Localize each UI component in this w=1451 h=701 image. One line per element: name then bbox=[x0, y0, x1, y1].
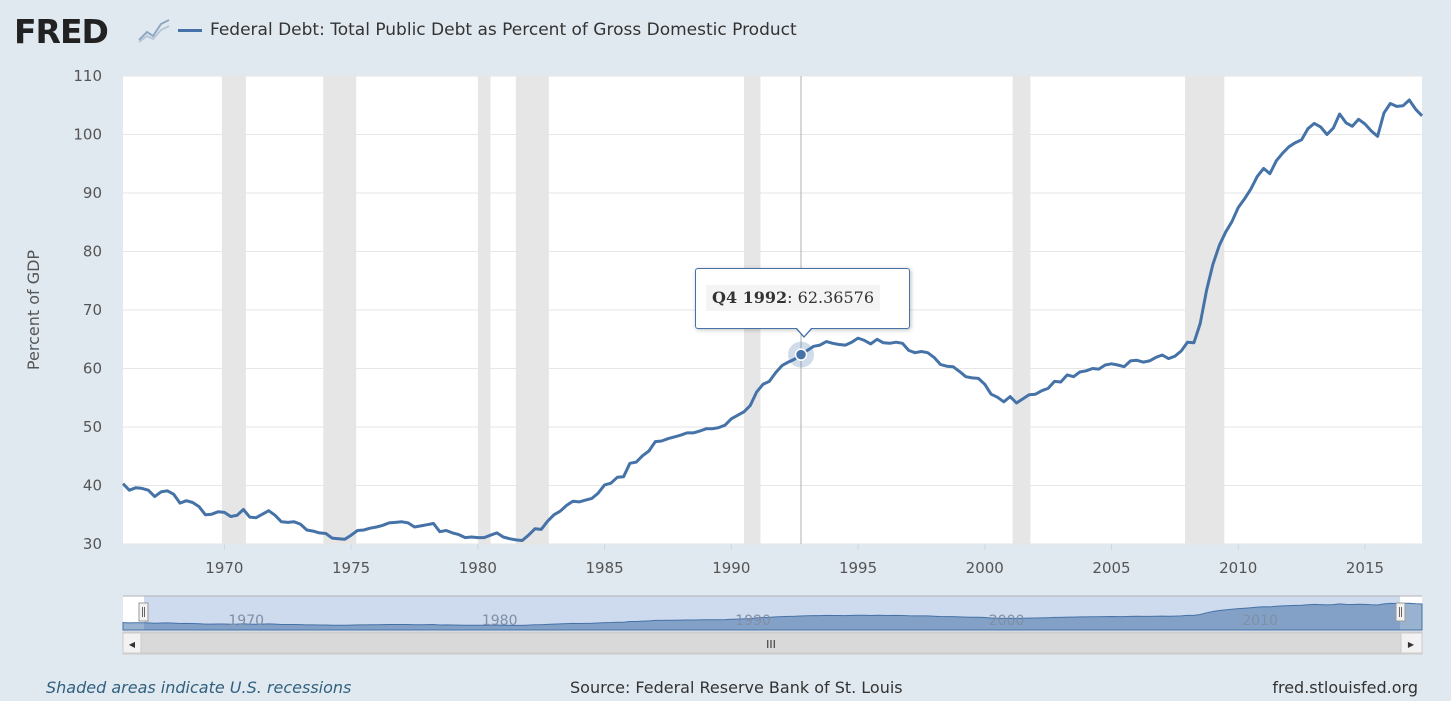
navigator-tick-labels: 1970 1980 1990 2000 2010 bbox=[228, 613, 1277, 629]
x-tick-label: 1970 bbox=[205, 559, 243, 577]
x-tick-label: 2010 bbox=[1219, 559, 1257, 577]
site-link[interactable]: fred.stlouisfed.org bbox=[1272, 678, 1418, 697]
navigator-right-handle[interactable] bbox=[1395, 602, 1406, 622]
navigator-tick-label: 1970 bbox=[228, 613, 264, 629]
navigator-tick-label: 2000 bbox=[989, 613, 1025, 629]
x-tick-label: 2000 bbox=[966, 559, 1004, 577]
scrollbar-grip[interactable]: III bbox=[766, 638, 776, 651]
navigator-tick-label: 1980 bbox=[482, 613, 518, 629]
navigator-tick-label: 2010 bbox=[1242, 613, 1278, 629]
scrollbar[interactable]: III ◀ ▶ bbox=[122, 631, 1423, 655]
scroll-left-arrow[interactable]: ◀ bbox=[129, 640, 136, 649]
fred-logo[interactable]: FRED bbox=[14, 12, 109, 51]
y-tick-label: 60 bbox=[83, 360, 102, 378]
x-tick-label: 1975 bbox=[332, 559, 370, 577]
series-line[interactable] bbox=[121, 98, 1424, 542]
scroll-right-button[interactable] bbox=[1400, 632, 1423, 654]
hover-point[interactable] bbox=[794, 348, 808, 361]
data-tooltip: Q4 1992: 62.36576 bbox=[695, 268, 910, 329]
x-tick-labels: 1970 1975 1980 1985 1990 1995 2000 2005 2010 2015 bbox=[205, 544, 1384, 577]
x-tick-label: 1990 bbox=[712, 559, 750, 577]
y-tick-label: 90 bbox=[83, 184, 102, 202]
tooltip-arrow-inner bbox=[796, 327, 812, 336]
x-tick-label: 2005 bbox=[1092, 559, 1130, 577]
legend-series-label: Federal Debt: Total Public Debt as Perce… bbox=[210, 20, 797, 40]
y-tick-labels: 30 40 50 60 70 80 90 100 110 bbox=[73, 67, 102, 553]
y-axis-label: Percent of GDP bbox=[24, 250, 43, 371]
recession-note: Shaded areas indicate U.S. recessions bbox=[46, 678, 352, 697]
y-tick-label: 30 bbox=[83, 535, 102, 553]
scroll-right-arrow[interactable]: ▶ bbox=[1408, 640, 1415, 649]
scroll-left-button[interactable] bbox=[122, 632, 142, 654]
y-gridlines bbox=[123, 75, 1422, 545]
y-tick-label: 110 bbox=[73, 67, 102, 85]
x-tick-label: 2015 bbox=[1346, 559, 1384, 577]
y-tick-label: 70 bbox=[83, 301, 102, 319]
tooltip-value: : 62.36576 bbox=[787, 288, 874, 307]
y-tick-label: 40 bbox=[83, 477, 102, 495]
line-chart-icon bbox=[138, 19, 170, 43]
navigator-left-handle[interactable] bbox=[138, 602, 149, 622]
legend-swatch bbox=[178, 29, 202, 32]
chart-header: FRED Federal Debt: Total Public Debt as … bbox=[0, 0, 1451, 60]
y-tick-label: 100 bbox=[73, 126, 102, 144]
tooltip-content: Q4 1992: 62.36576 bbox=[706, 285, 880, 311]
navigator-tick-label: 1990 bbox=[735, 613, 771, 629]
x-tick-label: 1985 bbox=[585, 559, 623, 577]
y-tick-label: 50 bbox=[83, 418, 102, 436]
x-tick-label: 1995 bbox=[839, 559, 877, 577]
navigator[interactable]: 1970 1980 1990 2000 2010 bbox=[122, 595, 1423, 631]
tooltip-period: Q4 1992 bbox=[712, 288, 788, 307]
source-note: Source: Federal Reserve Bank of St. Loui… bbox=[570, 678, 903, 697]
x-tick-label: 1980 bbox=[459, 559, 497, 577]
y-tick-label: 80 bbox=[83, 243, 102, 261]
navigator-area bbox=[122, 602, 1423, 631]
